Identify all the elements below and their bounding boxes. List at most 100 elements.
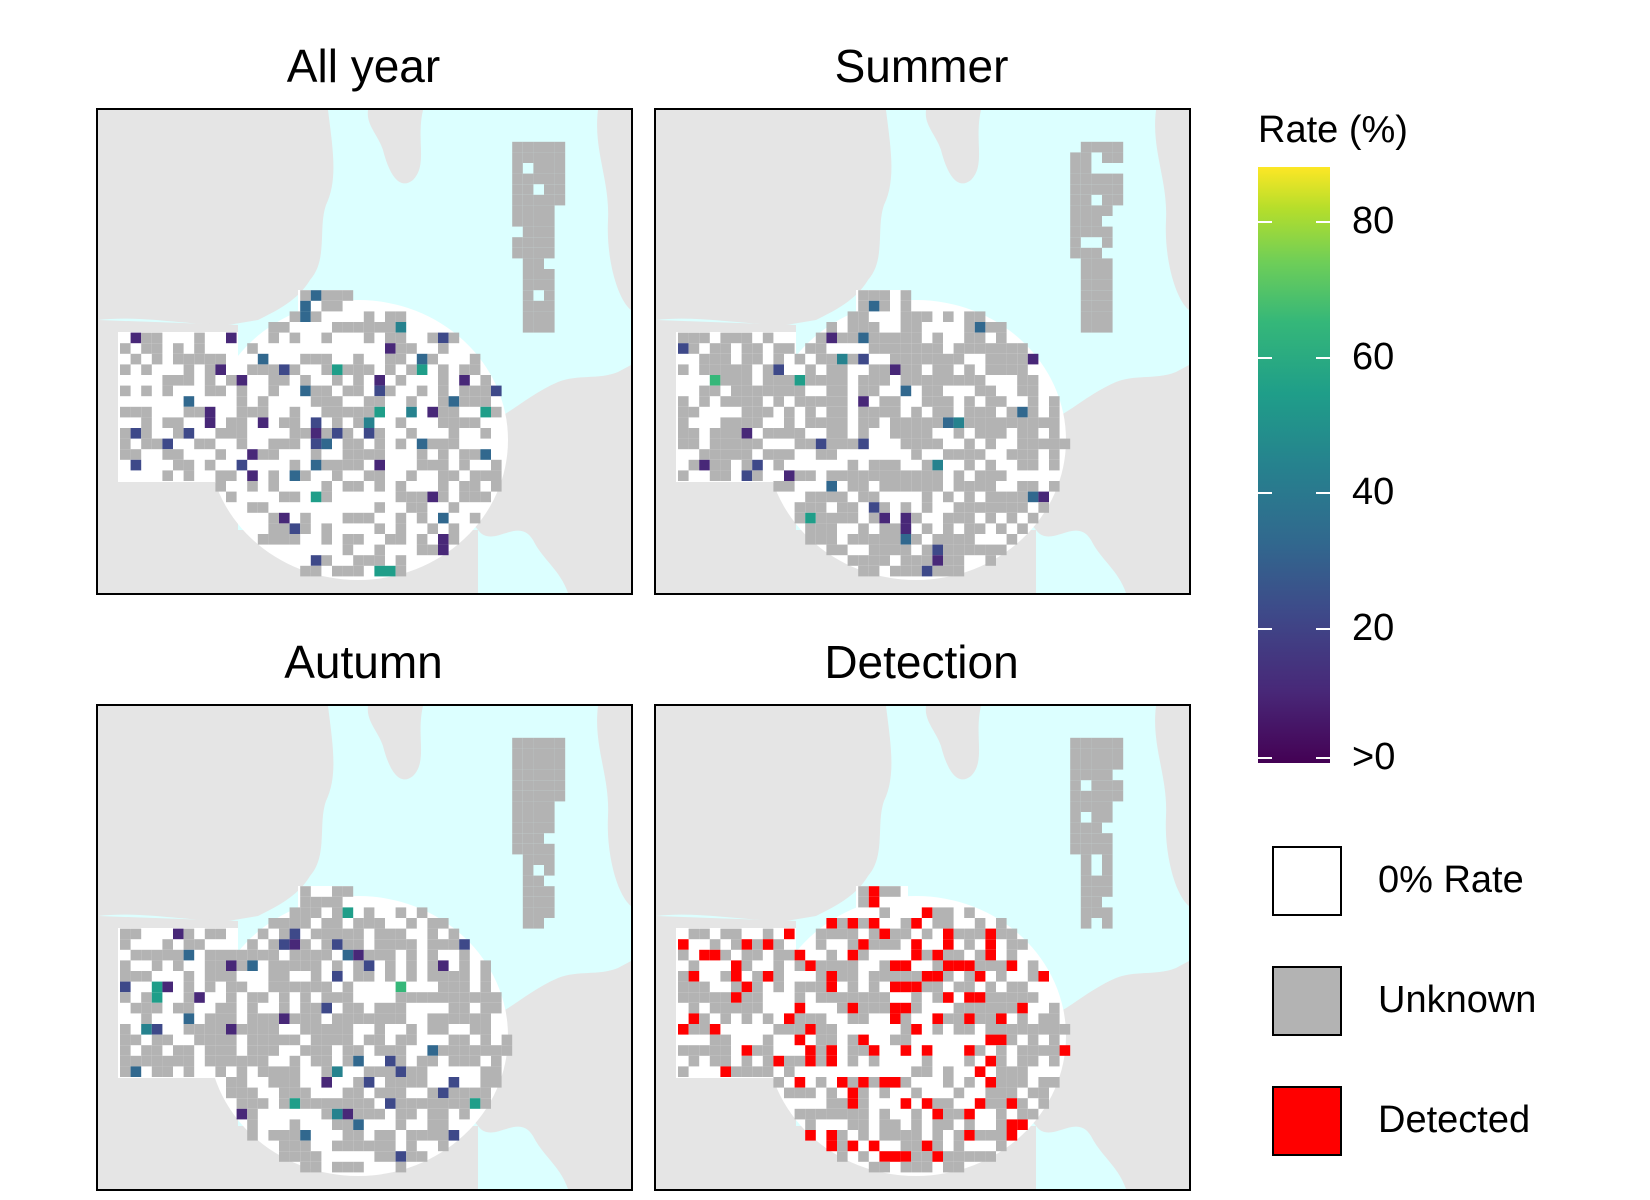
grid-cell-unknown [459, 385, 470, 397]
grid-cell-unknown [890, 565, 901, 577]
panel-title-all-year: All year [286, 40, 441, 92]
grid-cell-unknown [385, 332, 396, 344]
grid-cell-unknown [699, 385, 710, 397]
grid-cell-unknown [374, 928, 385, 940]
grid-cell-unknown [120, 992, 131, 1003]
grid-cell-rate [932, 459, 943, 471]
grid-cell-unknown [448, 1098, 460, 1109]
grid-cell-unknown [709, 939, 721, 950]
grid-cell-unknown [257, 992, 269, 1003]
grid-cell-detected [890, 1077, 901, 1088]
grid-cell-unknown [1017, 459, 1028, 471]
grid-cell-unknown [374, 322, 385, 333]
grid-cell-unknown [120, 1066, 131, 1077]
grid-cell-unknown [226, 417, 237, 428]
grid-cell [522, 247, 534, 259]
grid-cell-unknown [953, 375, 965, 386]
grid-cell-unknown [374, 1087, 385, 1099]
grid-cell-unknown [996, 364, 1007, 375]
grid-cell-unknown [752, 470, 763, 481]
grid-cell-unknown [943, 311, 954, 322]
grid-cell-unknown [204, 1034, 216, 1046]
grid-cell-unknown [438, 939, 449, 950]
grid-cell [522, 226, 534, 238]
grid-cell [1091, 258, 1102, 269]
grid-cell-unknown [752, 417, 763, 428]
colorbar-tick-mark [1258, 221, 1272, 224]
grid-cell-unknown [268, 1066, 279, 1077]
grid-cell-unknown [321, 1108, 332, 1120]
grid-cell-unknown [815, 417, 827, 428]
grid-cell-unknown [257, 1066, 269, 1077]
grid-cell [512, 833, 523, 844]
grid-cell [1091, 322, 1102, 333]
grid-cell-unknown [921, 502, 933, 513]
grid-cell [533, 812, 544, 823]
grid-cell-unknown [921, 1066, 933, 1077]
grid-cell [544, 322, 555, 333]
grid-cell-unknown [868, 1055, 880, 1067]
grid-cell-unknown [247, 1034, 258, 1046]
grid-cell-unknown [459, 364, 470, 375]
grid-cell-unknown [900, 1034, 912, 1046]
grid-cell [522, 173, 534, 185]
grid-cell-unknown [784, 481, 795, 492]
grid-cell-unknown [1049, 1013, 1060, 1024]
land-southeast [986, 961, 1189, 1189]
grid-cell-unknown [773, 949, 784, 961]
grid-cell-unknown [416, 1066, 428, 1077]
panel-title-autumn: Autumn [284, 636, 443, 688]
grid-cell-unknown [321, 1055, 332, 1067]
grid-cell-rate [236, 375, 248, 386]
grid-cell-unknown [879, 939, 890, 950]
grid-cell-unknown [974, 1130, 986, 1141]
grid-cell [544, 216, 555, 227]
grid-cell [522, 152, 534, 163]
grid-cell-unknown [953, 1161, 965, 1173]
grid-cell-unknown [826, 385, 837, 397]
grid-cell-rate [932, 555, 943, 566]
grid-cell-unknown [480, 1002, 491, 1014]
grid-cell-unknown [709, 1002, 721, 1014]
map-summer [656, 110, 1189, 593]
grid-cell-detected [741, 1045, 753, 1056]
grid-cell [1070, 843, 1081, 855]
grid-cell-unknown [363, 396, 375, 407]
grid-cell [1070, 247, 1081, 259]
grid-cell-unknown [385, 534, 396, 545]
grid-cell-unknown [1017, 523, 1028, 534]
grid-cell-detected [826, 1045, 837, 1056]
grid-cell-unknown [943, 375, 954, 386]
grid-cell [522, 801, 534, 812]
grid-cell-rate [289, 470, 301, 481]
grid-cell-unknown [1027, 375, 1039, 386]
grid-cell [1091, 822, 1102, 834]
grid-cell-unknown [921, 438, 933, 450]
grid-cell [544, 141, 555, 153]
grid-cell-unknown [183, 353, 195, 365]
grid-cell-unknown [784, 449, 795, 460]
grid-cell-detected [1038, 971, 1049, 982]
grid-cell-rate [480, 449, 491, 460]
grid-cell-unknown [911, 449, 922, 460]
grid-cell-unknown [268, 534, 279, 545]
grid-cell-unknown [794, 1108, 806, 1120]
grid-cell-unknown [911, 470, 922, 481]
grid-cell [1080, 205, 1092, 216]
grid-cell [533, 854, 544, 865]
grid-cell [522, 759, 534, 770]
grid-cell-unknown [932, 332, 943, 344]
grid-cell-unknown [438, 992, 449, 1003]
grid-cell-unknown [332, 290, 343, 301]
grid-cell [522, 269, 534, 280]
grid-cell-unknown [709, 1055, 721, 1067]
grid-cell-unknown [996, 1108, 1007, 1120]
grid-cell-unknown [720, 928, 731, 940]
grid-cell-unknown [141, 406, 152, 418]
grid-cell-unknown [921, 481, 933, 492]
grid-cell-unknown [183, 981, 195, 993]
grid-cell-unknown [868, 417, 880, 428]
grid-cell-unknown [120, 1024, 131, 1035]
grid-cell-unknown [794, 396, 806, 407]
grid-cell-unknown [688, 928, 700, 940]
